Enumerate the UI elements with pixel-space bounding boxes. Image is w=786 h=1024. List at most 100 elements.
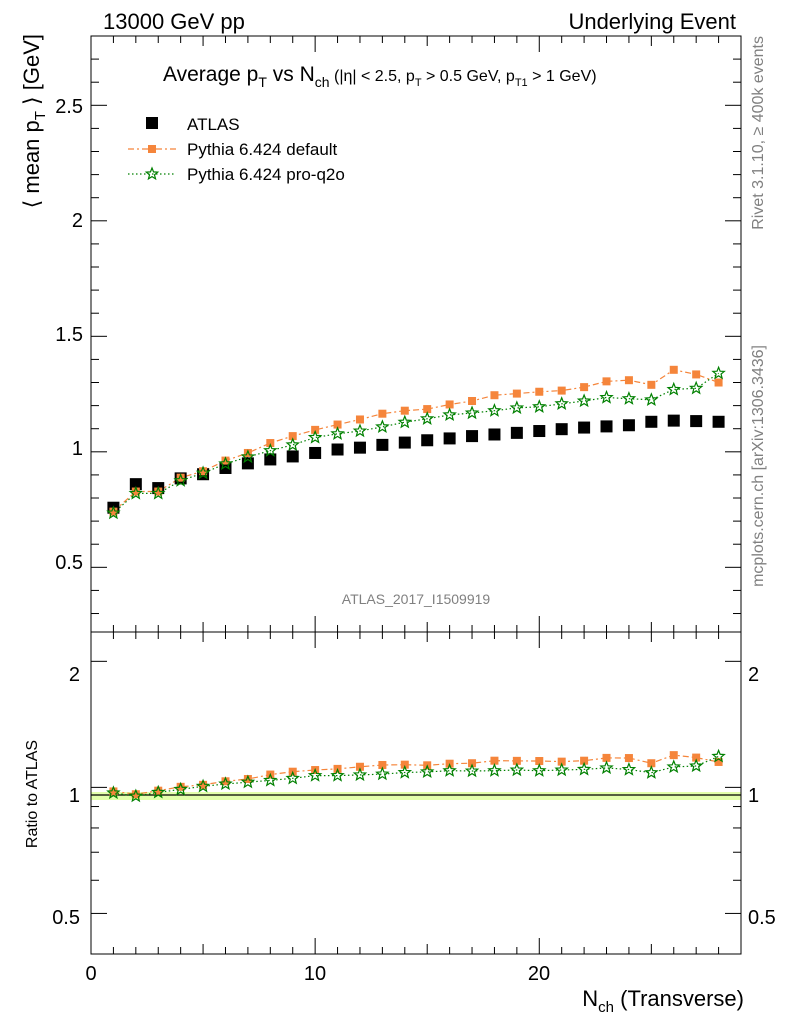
atlas-point — [421, 434, 434, 447]
atlas-point — [600, 420, 613, 433]
pythia-default-point — [602, 377, 611, 386]
pythia-default-point — [490, 391, 499, 400]
pythia-pro-q2o-point — [621, 391, 637, 405]
atlas-point — [286, 450, 299, 463]
pythia-pro-q2o-point — [195, 465, 211, 480]
ratio-pythia-pro-q2o-point — [263, 772, 278, 787]
series-line-pythia-default — [112, 369, 719, 513]
ratio-line-pythia-default — [113, 754, 719, 795]
ratio-pythia-pro-q2o-point — [711, 748, 726, 763]
ratio-pythia-default-point — [512, 756, 521, 765]
main-data-layer — [106, 365, 726, 520]
ratio-y-ticks — [91, 660, 741, 955]
atlas-point — [443, 432, 456, 445]
ratio-pythia-pro-q2o-point — [375, 766, 390, 781]
pythia-pro-q2o-point — [554, 396, 569, 410]
legend-marker-default — [148, 145, 156, 153]
pythia-pro-q2o-point — [285, 437, 300, 452]
main-y-ticks — [91, 58, 741, 615]
pythia-pro-q2o-point — [666, 381, 682, 396]
ratio-pythia-default-point — [535, 757, 544, 766]
atlas-point — [645, 415, 658, 428]
main-title: Average pT vs Nch (|η| < 2.5, pT > 0.5 G… — [163, 63, 597, 90]
ratio-pythia-pro-q2o-point — [554, 762, 569, 777]
ratio-band — [91, 792, 741, 800]
atlas-point — [533, 425, 546, 438]
main-ytick-label-0.5: 0.5 — [55, 552, 83, 574]
pythia-pro-q2o-point — [240, 449, 256, 464]
atlas-point — [398, 436, 411, 449]
pythia-pro-q2o-point — [464, 405, 480, 420]
ratio-pythia-pro-q2o-point — [195, 778, 211, 793]
ratio-pythia-default-point — [669, 751, 678, 760]
atlas-point — [667, 414, 680, 427]
main-ytick-label-1: 1 — [72, 438, 83, 460]
ratio-pythia-default-point — [221, 777, 230, 786]
pythia-pro-q2o-point — [487, 403, 502, 417]
header-right: Underlying Event — [568, 9, 736, 34]
ratio-pythia-pro-q2o-point — [442, 763, 457, 777]
ratio-pythia-default-point — [378, 760, 387, 769]
header-left: 13000 GeV pp — [103, 9, 245, 34]
ratio-pythia-pro-q2o-point — [173, 781, 188, 796]
ratio-pythia-pro-q2o-point — [621, 761, 637, 776]
pythia-pro-q2o-point — [352, 423, 368, 438]
atlas-point — [331, 443, 344, 456]
legend-label-atlas: ATLAS — [187, 115, 240, 134]
ratio-pythia-default-point — [355, 762, 364, 771]
ratio-ytick-label-right-1: 1 — [748, 785, 759, 807]
main-y-axis-label: ⟨ mean pT ⟩ [GeV] — [19, 34, 49, 208]
ratio-pythia-default-point — [490, 756, 499, 765]
pythia-default-point — [535, 387, 544, 396]
legend-marker-atlas — [146, 117, 158, 129]
atlas-point — [555, 423, 568, 436]
pythia-default-point — [131, 487, 140, 496]
pythia-pro-q2o-point — [599, 389, 614, 404]
pythia-pro-q2o-point — [644, 392, 659, 407]
ratio-pythia-pro-q2o-point — [688, 758, 704, 773]
main-ytick-label-1.5: 1.5 — [55, 324, 83, 346]
pythia-default-point — [378, 409, 387, 418]
atlas-point — [309, 446, 322, 459]
ratio-pythia-default-point — [557, 757, 566, 766]
ratio-pythia-pro-q2o-point — [218, 776, 233, 791]
pythia-default-point — [669, 365, 678, 374]
pythia-pro-q2o-point — [330, 426, 345, 440]
pythia-pro-q2o-point — [218, 456, 233, 471]
ratio-pythia-pro-q2o-point — [285, 770, 300, 785]
main-x-ticks — [112, 36, 720, 632]
ratio-pythia-pro-q2o-point — [397, 764, 413, 779]
ratio-pythia-default-point — [602, 753, 611, 762]
ratio-pythia-pro-q2o-point — [576, 761, 592, 776]
ratio-pythia-pro-q2o-point — [464, 763, 480, 778]
ratio-pythia-pro-q2o-point — [666, 759, 682, 774]
ratio-pythia-default-point — [176, 782, 185, 791]
ratio-plot-frame — [90, 631, 742, 955]
ratio-pythia-pro-q2o-point — [644, 765, 659, 779]
legend: ATLAS Pythia 6.424 default Pythia 6.424 … — [128, 115, 345, 184]
ratio-pythia-default-point — [400, 760, 409, 769]
pythia-default-point — [199, 467, 208, 476]
pythia-pro-q2o-point — [106, 505, 121, 520]
pythia-default-point — [176, 473, 185, 482]
ratio-pythia-pro-q2o-point — [487, 763, 502, 777]
pythia-default-point — [221, 456, 230, 465]
ratio-pythia-pro-q2o-point — [150, 784, 166, 799]
atlas-point — [376, 438, 389, 451]
pythia-default-point — [243, 448, 252, 457]
pythia-pro-q2o-point — [173, 473, 188, 487]
atlas-point — [622, 419, 635, 432]
pythia-default-point — [512, 389, 521, 398]
mcplots-label: mcplots.cern.ch [arXiv:1306.3436] — [750, 345, 767, 587]
pythia-default-point — [288, 432, 297, 441]
main-ytick-label-2.5: 2.5 — [55, 96, 83, 118]
pythia-pro-q2o-point — [375, 419, 390, 434]
atlas-point — [488, 428, 501, 441]
ratio-pythia-default-point — [154, 786, 163, 795]
legend-label-default: Pythia 6.424 default — [187, 140, 338, 159]
ratio-pythia-pro-q2o-point — [532, 763, 547, 777]
atlas-point — [578, 421, 591, 434]
pythia-pro-q2o-point — [263, 443, 278, 457]
ratio-pythia-default-point — [243, 775, 252, 784]
pythia-pro-q2o-point — [532, 399, 547, 413]
